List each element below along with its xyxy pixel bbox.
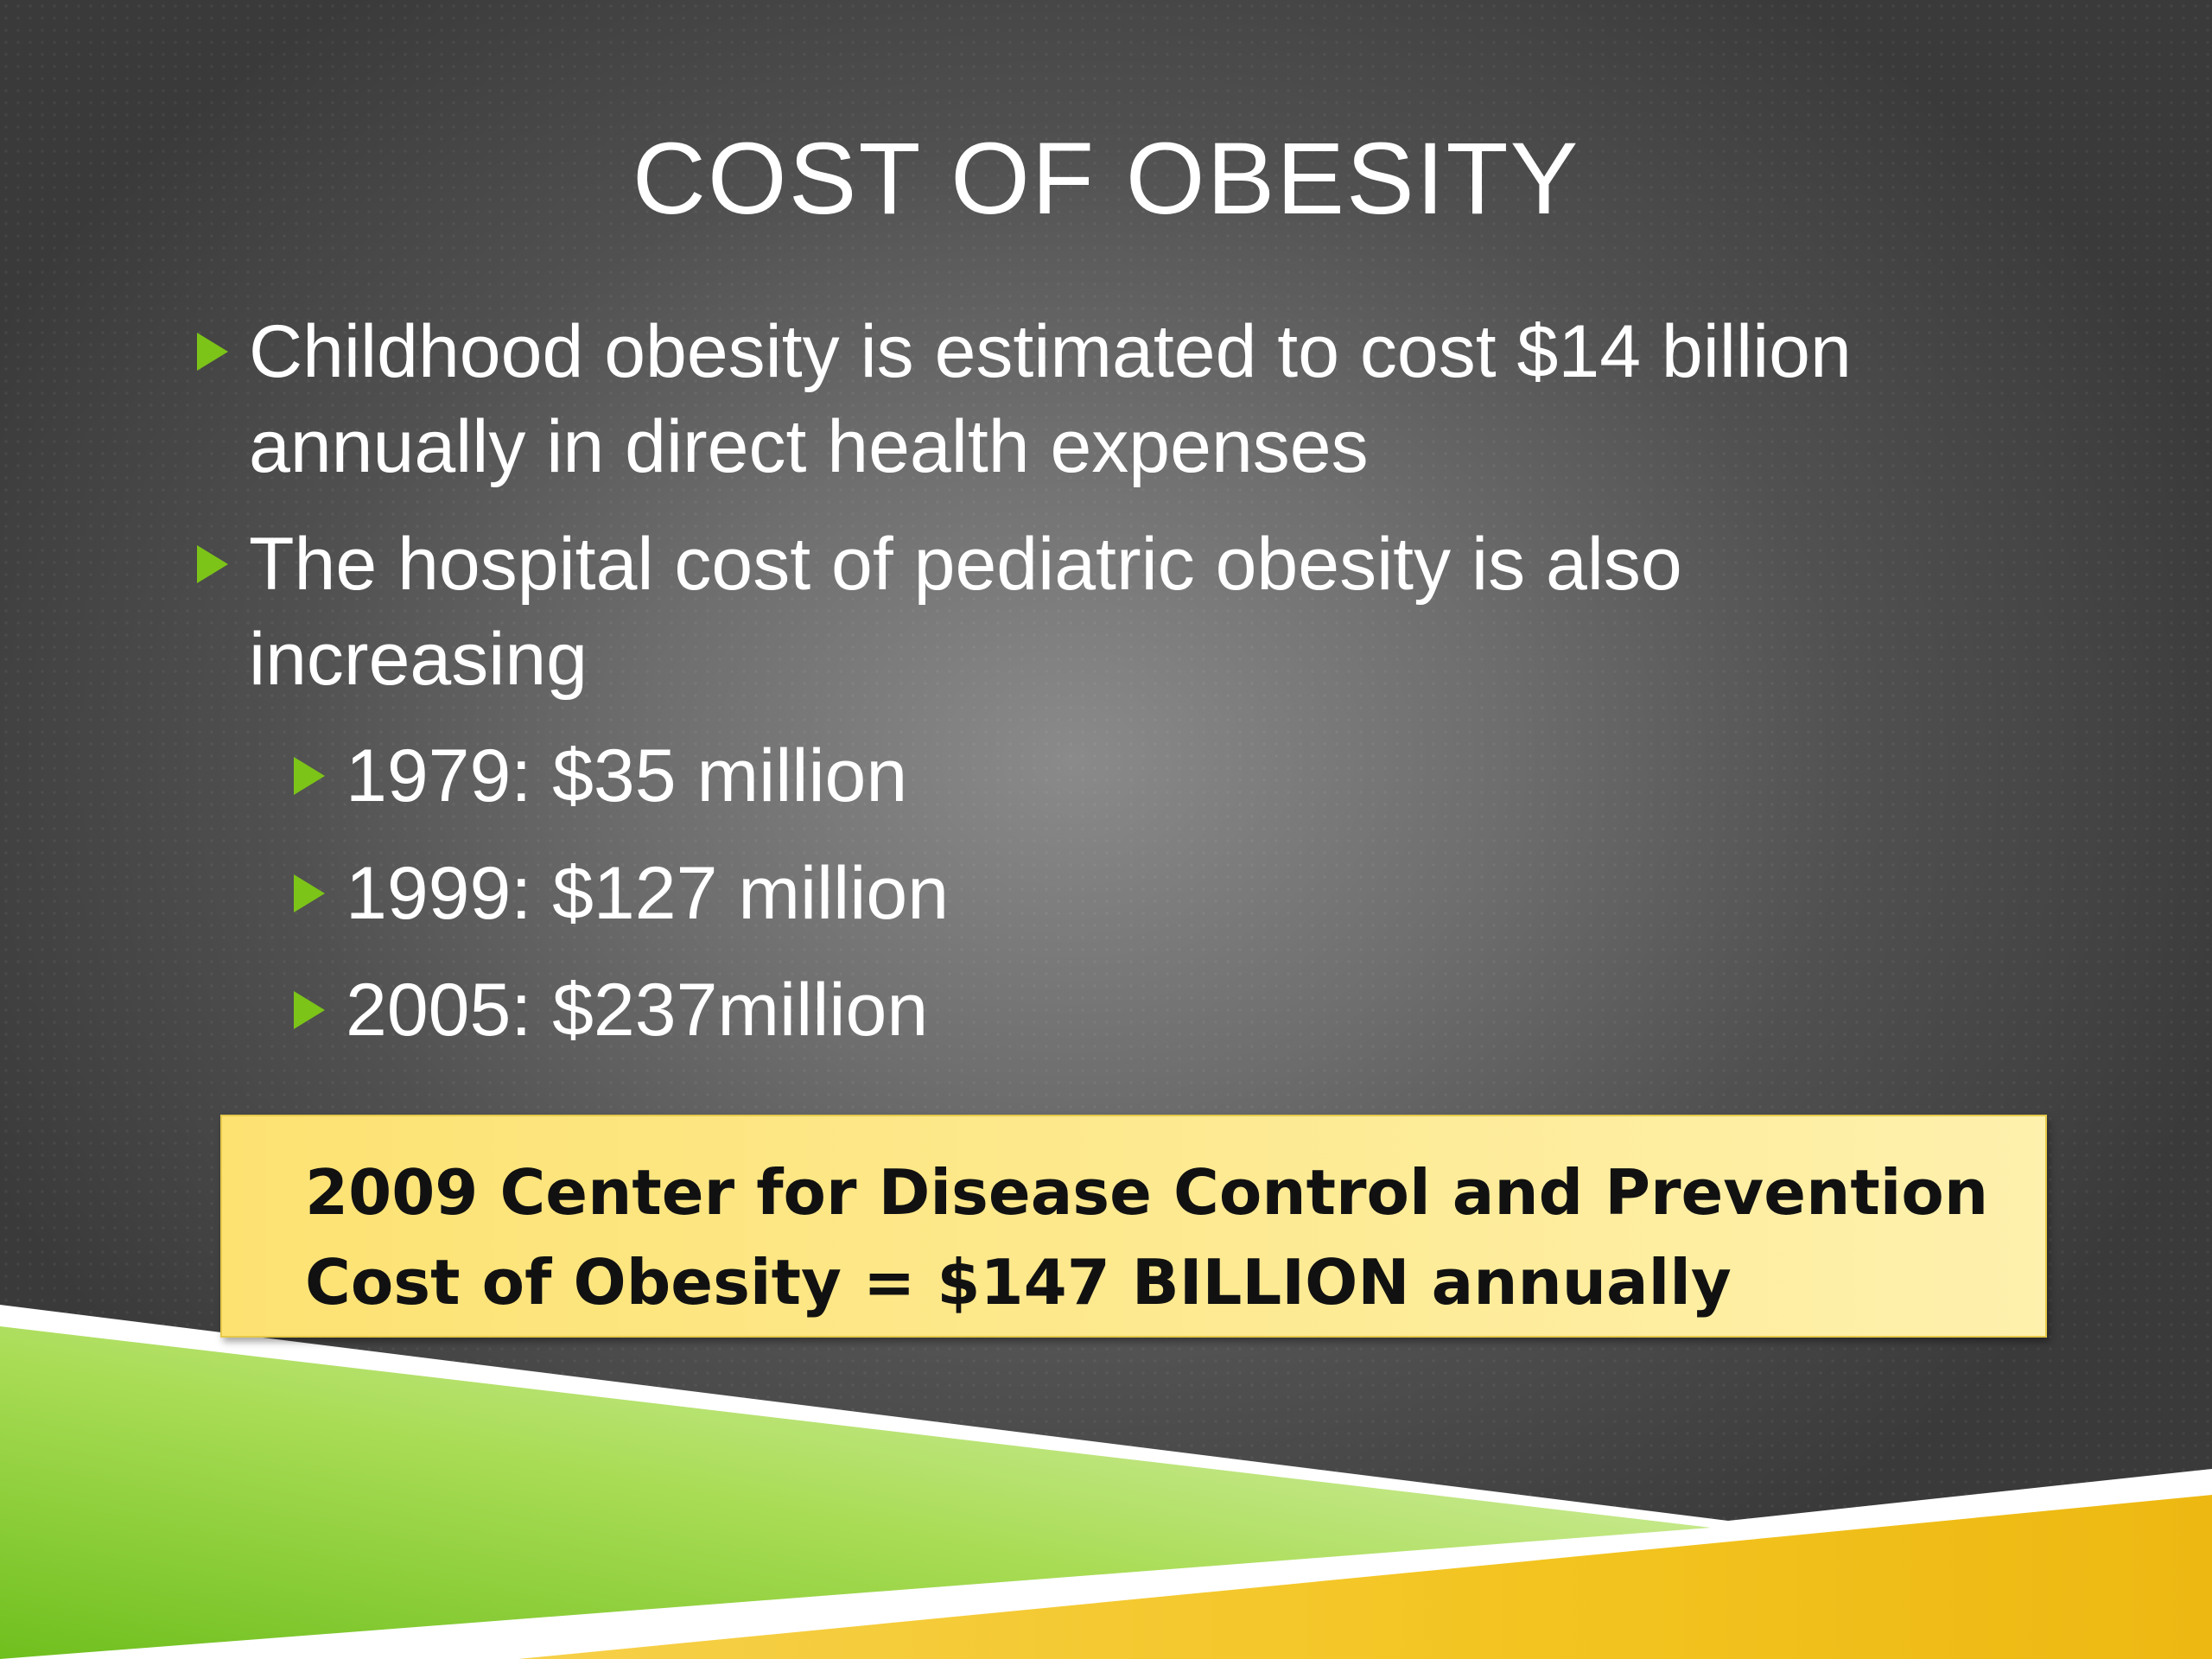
sub-bullet-text: 1979: $35 million bbox=[346, 734, 908, 817]
bullet-item: The hospital cost of pediatric obesity i… bbox=[197, 517, 2029, 707]
green-triangle-arrow-icon bbox=[197, 333, 228, 371]
green-triangle-arrow-icon bbox=[294, 757, 325, 795]
sub-bullet-text: 2005: $237million bbox=[346, 969, 929, 1052]
callout-line-1: 2009 Center for Disease Control and Prev… bbox=[305, 1156, 1989, 1229]
slide-title: COST OF OBESITY bbox=[632, 122, 1580, 236]
green-wedge bbox=[0, 1326, 1711, 1659]
sub-bullet-text: 1999: $127 million bbox=[346, 852, 950, 935]
bullet-text: Childhood obesity is estimated to cost $… bbox=[249, 310, 1852, 488]
green-triangle-arrow-icon bbox=[197, 545, 228, 583]
bullet-item: Childhood obesity is estimated to cost $… bbox=[197, 304, 2029, 494]
sub-bullet-item: 1979: $35 million bbox=[294, 728, 1676, 823]
sub-bullet-item: 1999: $127 million bbox=[294, 846, 1676, 941]
callout-box: 2009 Center for Disease Control and Prev… bbox=[220, 1115, 2047, 1338]
callout-line-2: Cost of Obesity = $147 BILLION annually bbox=[305, 1246, 1732, 1319]
green-triangle-arrow-icon bbox=[294, 991, 325, 1029]
sub-bullet-item: 2005: $237million bbox=[294, 963, 1676, 1058]
yellow-wedge bbox=[518, 1495, 2212, 1659]
green-triangle-arrow-icon bbox=[294, 874, 325, 912]
bullet-text: The hospital cost of pediatric obesity i… bbox=[249, 523, 1682, 701]
